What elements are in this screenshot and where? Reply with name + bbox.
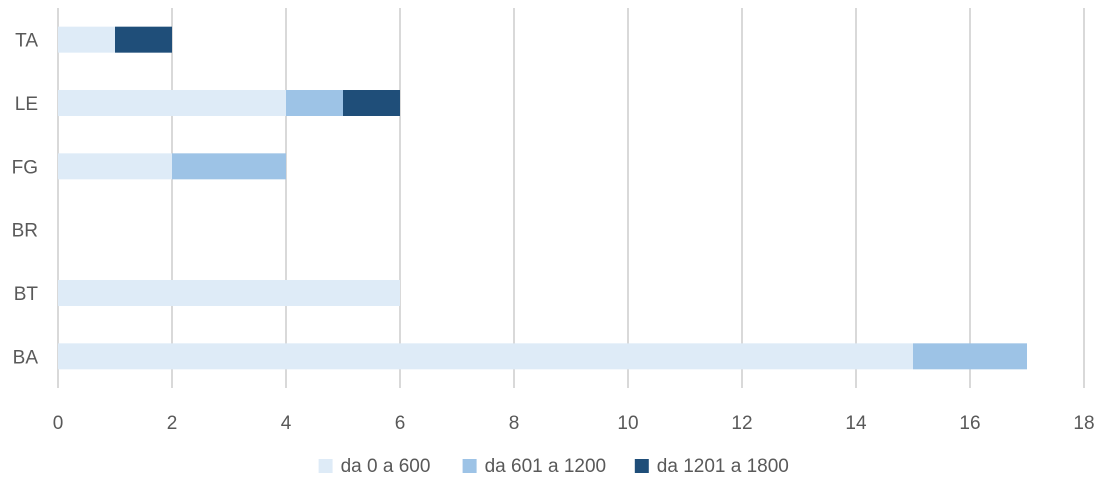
legend-label-3: da 1201 a 1800 [657, 456, 789, 477]
legend: da 0 a 600 da 601 a 1200 da 1201 a 1800 [318, 456, 789, 477]
category-label-ba: BA [13, 347, 39, 368]
x-tick-label-10: 10 [617, 413, 638, 434]
bars-layer [58, 26, 1027, 370]
category-label-ta: TA [15, 31, 38, 52]
legend-swatch-2 [462, 459, 477, 473]
legend-label-2: da 601 a 1200 [485, 456, 607, 477]
x-tick-label-2: 2 [167, 413, 178, 434]
x-tick-label-14: 14 [845, 413, 867, 434]
bar-le-series-1 [58, 90, 286, 116]
x-tick-label-4: 4 [281, 413, 292, 434]
bar-fg-series-1 [58, 153, 172, 180]
category-label-br: BR [12, 221, 38, 242]
legend-label-1: da 0 a 600 [341, 456, 431, 477]
bar-le-series-3 [343, 90, 400, 116]
bar-ta-series-3 [115, 26, 172, 53]
x-tick-label-0: 0 [53, 413, 64, 434]
category-label-fg: FG [12, 157, 38, 178]
bar-ba-series-1 [58, 343, 913, 370]
x-tick-label-18: 18 [1073, 413, 1094, 434]
x-tick-label-8: 8 [509, 413, 520, 434]
x-tick-label-6: 6 [395, 413, 406, 434]
category-label-bt: BT [14, 284, 39, 305]
bar-fg-series-2 [172, 153, 286, 180]
x-tick-label-12: 12 [731, 413, 752, 434]
bar-le-series-2 [286, 90, 343, 116]
legend-swatch-1 [318, 459, 333, 473]
category-label-le: LE [15, 94, 38, 115]
category-axis: BA BT BR FG LE TA [12, 31, 39, 369]
bar-bt-series-1 [58, 280, 400, 306]
bar-ba-series-2 [913, 343, 1027, 370]
grid-layer [57, 8, 1085, 388]
value-axis: 0 2 4 6 8 10 12 14 16 18 [53, 413, 1095, 434]
bar-ta-series-1 [58, 26, 115, 53]
legend-swatch-3 [634, 459, 649, 473]
x-tick-label-16: 16 [959, 413, 980, 434]
